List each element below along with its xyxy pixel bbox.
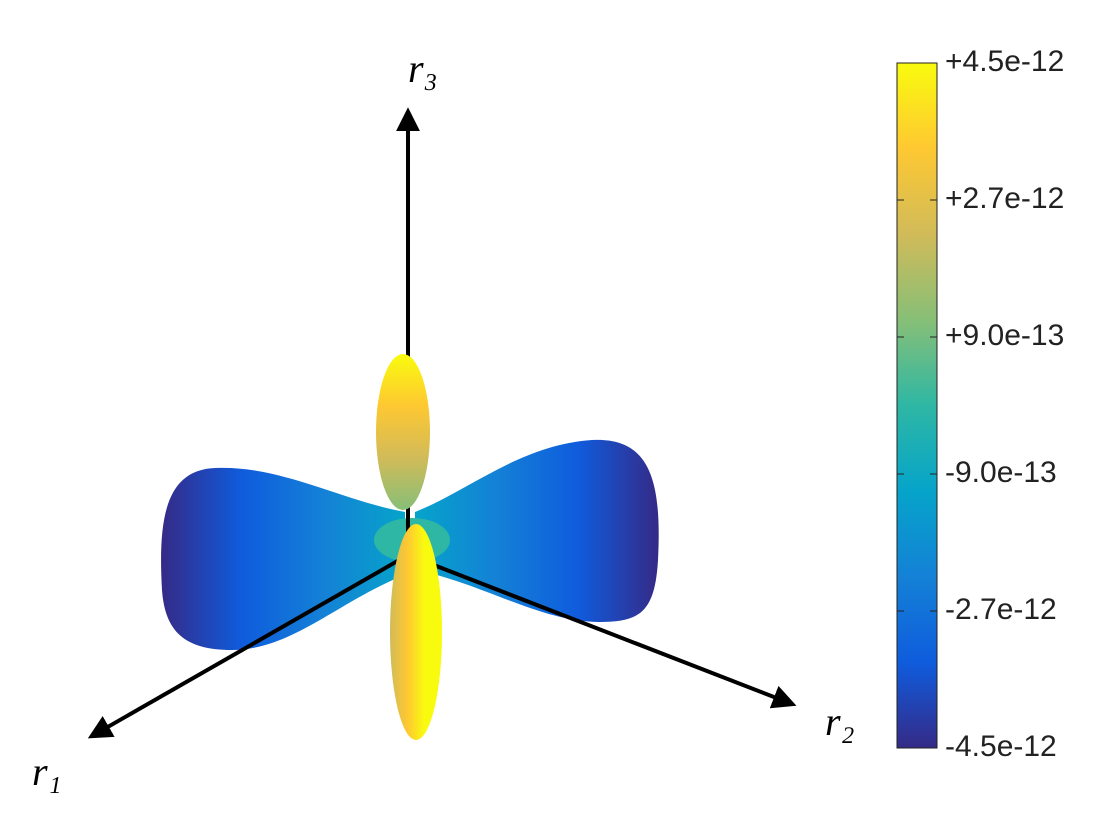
lobe [376, 354, 430, 510]
surface [161, 439, 659, 650]
lobe [415, 439, 659, 622]
colorbar-tick-label: +2.7e-12 [945, 182, 1064, 215]
x-axis-label: r₁ [32, 749, 61, 794]
colorbar-tick-label: +4.5e-12 [945, 45, 1064, 78]
y-axis [407, 553, 797, 709]
colorbar [896, 62, 938, 749]
surface [376, 354, 442, 740]
y-axis-label: r₂ [825, 699, 854, 744]
colorbar-tick-label: -4.5e-12 [945, 730, 1057, 763]
colorbar-tick-label: -2.7e-12 [945, 593, 1057, 626]
z-axis-label: r₃ [408, 46, 437, 91]
lobe [161, 467, 405, 650]
x-axis [87, 553, 409, 739]
colorbar-tick-label: +9.0e-13 [945, 319, 1064, 352]
lobe [390, 524, 442, 740]
colorbar-tick-label: -9.0e-13 [945, 456, 1057, 489]
